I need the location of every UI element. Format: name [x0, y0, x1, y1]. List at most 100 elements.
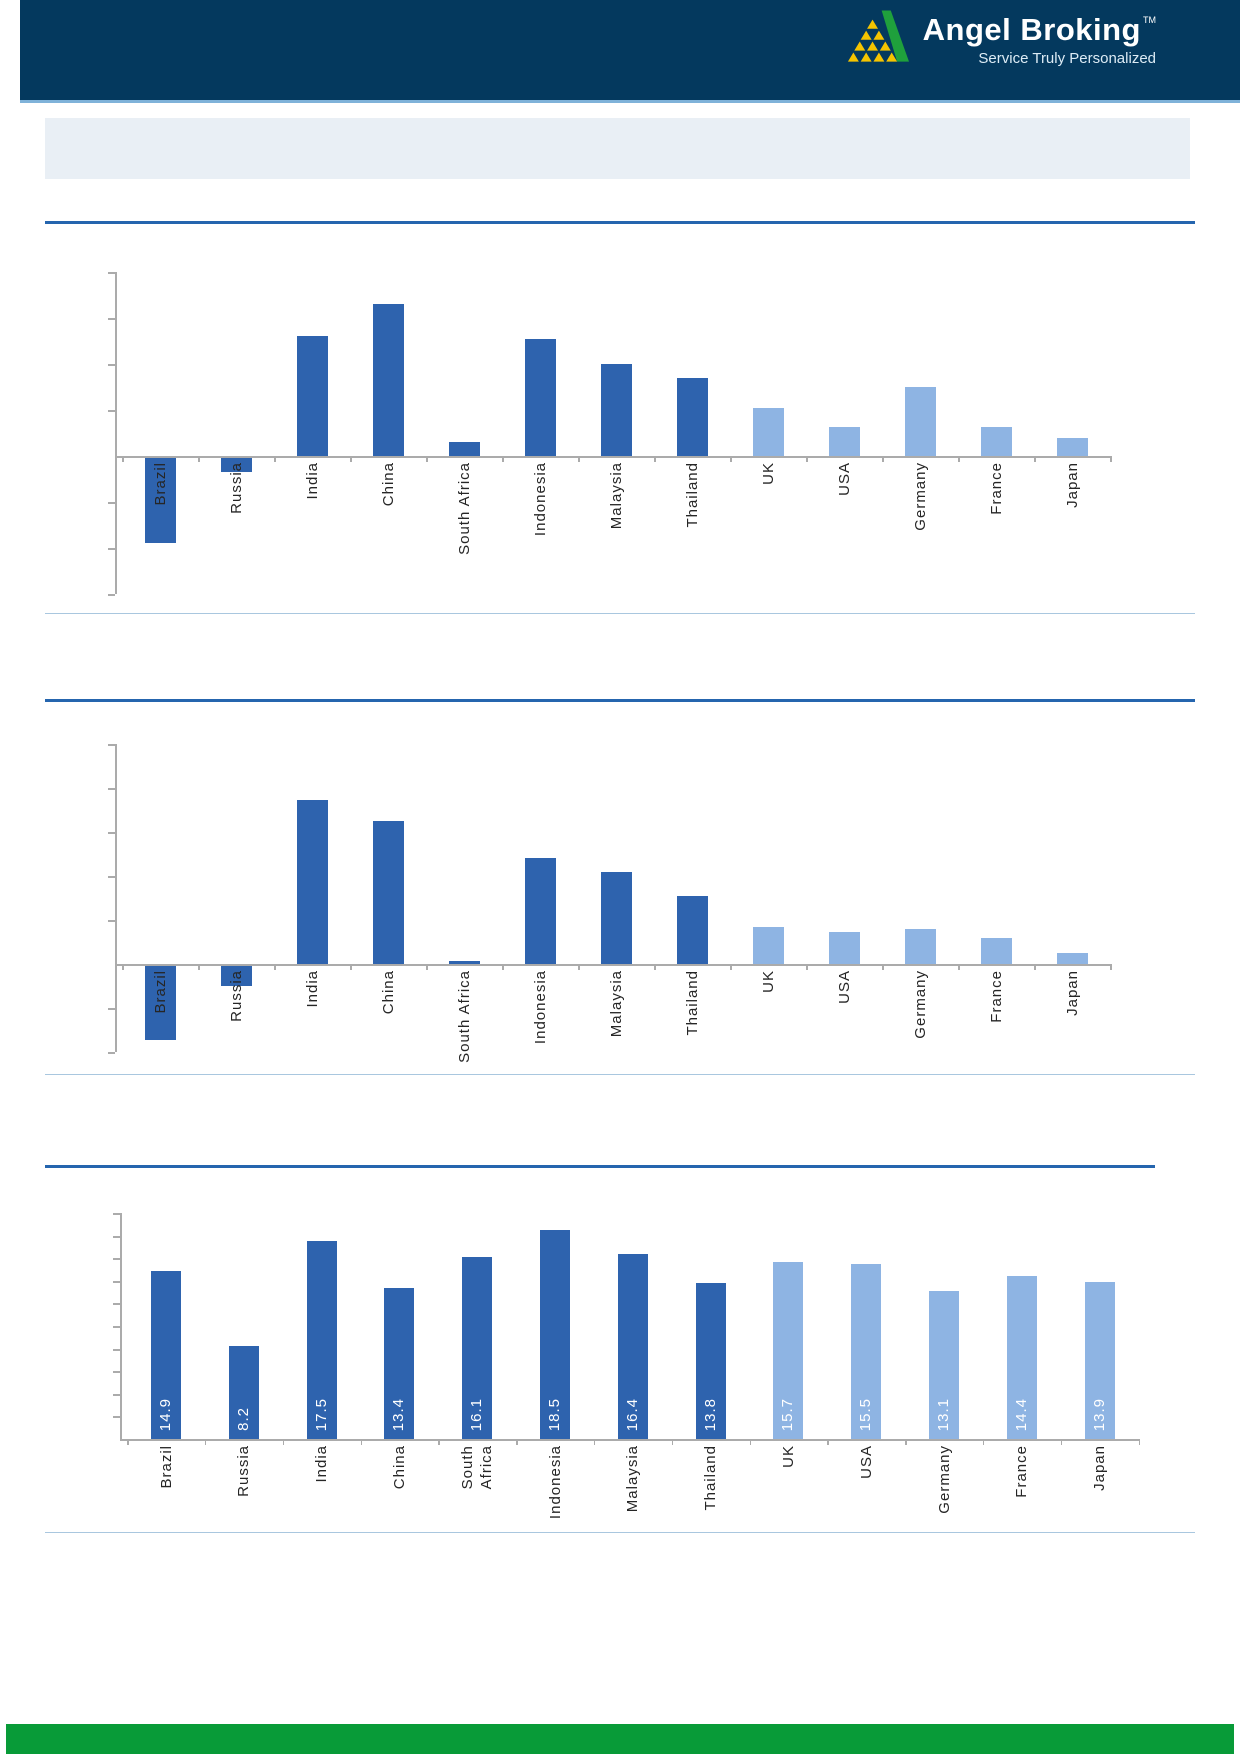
value-label-uk: 15.7 [763, 1351, 813, 1431]
x-label-india: India [297, 1445, 347, 1483]
x-axis-tick [1138, 1439, 1140, 1445]
bar-malaysia [617, 1253, 648, 1439]
value-label-usa: 15.5 [841, 1351, 891, 1431]
y-axis-tick [108, 410, 115, 412]
bar-thailand [676, 895, 708, 964]
x-label-russia: Russia [219, 1445, 269, 1497]
bar-thailand [695, 1283, 726, 1439]
y-axis-tick [108, 876, 115, 878]
x-label-text: UK [779, 1445, 797, 1468]
x-axis-tick [882, 964, 884, 970]
x-axis-tick [1034, 456, 1036, 462]
bar-russia [220, 966, 252, 986]
y-axis-tick [113, 1235, 120, 1238]
bar-usa [828, 427, 860, 456]
y-axis-line [115, 744, 117, 1052]
chart2-bottom-border [45, 1074, 1195, 1075]
x-axis-tick [593, 1439, 596, 1445]
bar-thailand [676, 377, 708, 456]
header-bar: Angel Broking TM Service Truly Personali… [20, 0, 1240, 103]
brand-tagline: Service Truly Personalized [978, 49, 1156, 67]
section-rule-1 [45, 221, 1195, 224]
value-label-text: 15.5 [857, 1397, 875, 1431]
x-axis-tick [671, 1439, 674, 1445]
bar-germany [929, 1290, 959, 1439]
bar-japan [1084, 1281, 1115, 1439]
y-axis-tick [108, 744, 115, 746]
title-banner-placeholder [45, 118, 1190, 179]
bar-usa [851, 1263, 882, 1439]
bar-south-africa [448, 960, 480, 964]
value-label-japan: 13.9 [1075, 1351, 1125, 1431]
bar-south-africa [462, 1257, 493, 1439]
bar-uk [752, 926, 784, 964]
x-axis-tick [282, 1439, 285, 1445]
x-label-text: USA [857, 1445, 875, 1479]
angel-broking-pyramid-icon [847, 8, 909, 71]
value-label-france: 14.4 [997, 1351, 1047, 1431]
x-label-germany: Germany [919, 1445, 969, 1514]
bar-india [296, 799, 328, 964]
x-axis-tick [730, 964, 732, 970]
y-axis-tick [108, 1008, 115, 1010]
x-axis-tick [982, 1439, 985, 1445]
x-axis-tick [578, 964, 580, 970]
x-axis-line [115, 456, 1110, 458]
value-label-text: 8.2 [234, 1407, 252, 1431]
bar-indonesia [524, 858, 556, 964]
bar-india [296, 336, 328, 456]
bar-indonesia [540, 1229, 570, 1439]
bar-china [384, 1287, 415, 1439]
value-label-south-africa: 16.1 [452, 1351, 502, 1431]
y-axis-tick [113, 1393, 120, 1396]
x-axis-tick [1110, 964, 1112, 970]
x-label-text: Germany [935, 1445, 953, 1514]
y-axis-tick [108, 502, 115, 504]
x-axis-tick [827, 1439, 829, 1445]
x-label-text: Brazil [157, 1445, 175, 1489]
x-label-japan: Japan [1075, 1445, 1125, 1491]
x-label-text: Malaysia [624, 1445, 642, 1513]
x-axis-tick [426, 456, 428, 462]
x-axis-tick [958, 456, 960, 462]
y-axis-tick [108, 548, 115, 550]
bar-russia [220, 458, 252, 472]
x-axis-line [120, 1439, 1139, 1441]
bar-indonesia [524, 338, 556, 456]
x-axis-tick [730, 456, 732, 462]
value-label-germany: 13.1 [919, 1351, 969, 1431]
bar-japan [1056, 953, 1088, 964]
value-label-malaysia: 16.4 [608, 1351, 658, 1431]
bar-malaysia [600, 871, 632, 964]
bar-france [1006, 1276, 1037, 1439]
angel-broking-logo: Angel Broking TM Service Truly Personali… [847, 8, 1156, 71]
value-label-russia: 8.2 [219, 1351, 269, 1431]
value-label-text: 18.5 [546, 1397, 563, 1431]
x-label-usa: USA [841, 1445, 891, 1479]
x-label-south-africa: South Africa [452, 1445, 502, 1489]
brand-name: Angel Broking [922, 11, 1141, 47]
x-axis-tick [502, 964, 504, 970]
y-axis-tick [113, 1280, 120, 1283]
chart3-bottom-border [45, 1532, 1195, 1533]
x-axis-tick [958, 964, 960, 970]
bar-japan [1056, 437, 1088, 456]
x-axis-tick [204, 1439, 207, 1445]
y-axis-tick [113, 1213, 120, 1215]
x-axis-tick [122, 964, 124, 970]
bar-germany [904, 928, 936, 964]
value-label-china: 13.4 [374, 1351, 424, 1431]
value-label-text: 13.4 [390, 1397, 408, 1431]
y-axis-tick [113, 1303, 120, 1306]
brand-trademark: TM [1143, 14, 1156, 25]
y-axis-tick [113, 1258, 120, 1261]
y-axis-tick [108, 920, 115, 922]
x-label-text: Russia [235, 1445, 253, 1497]
y-axis-tick [108, 788, 115, 790]
value-label-text: 16.4 [623, 1397, 641, 1431]
x-label-text: South Africa [459, 1445, 496, 1490]
x-label-thailand: Thailand [686, 1445, 736, 1511]
